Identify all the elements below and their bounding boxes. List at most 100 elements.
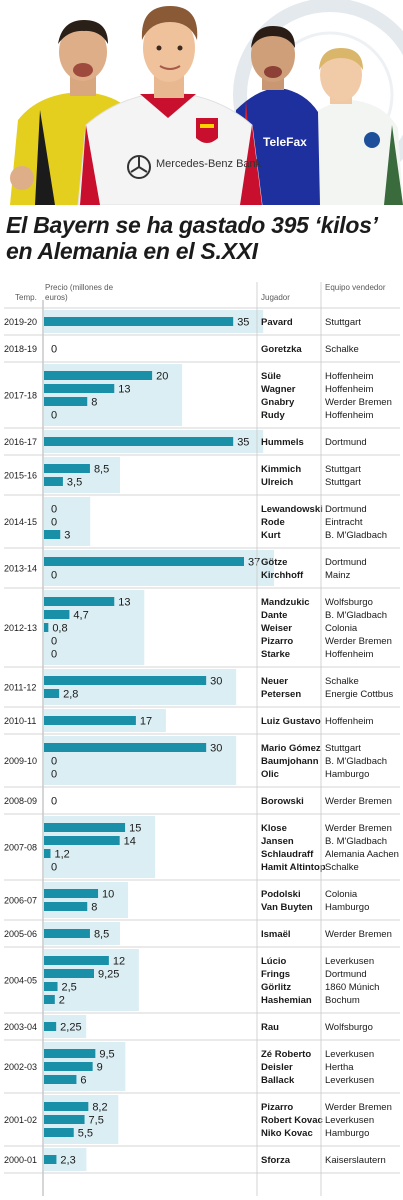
player-name: Rudy — [261, 410, 285, 421]
seller-team: Energie Cottbus — [325, 689, 393, 700]
player-name: Mandzukic — [261, 597, 310, 608]
bar — [44, 823, 126, 832]
bar-value-label: 2,25 — [60, 1022, 81, 1034]
sponsor-text-blue-kit: TeleFax — [263, 135, 307, 149]
seller-team: Dortmund — [325, 557, 367, 568]
season-label: 2005-06 — [4, 929, 37, 939]
bar-value-label: 0 — [51, 504, 57, 516]
seller-team: Werder Bremen — [325, 397, 392, 408]
bar — [44, 1102, 89, 1111]
bar-value-label: 0 — [51, 410, 57, 422]
bar-value-label: 7,5 — [89, 1115, 104, 1127]
bar-value-label: 0 — [51, 570, 57, 582]
bar — [44, 317, 234, 326]
player-name: Kurt — [261, 530, 281, 541]
player-name: Lúcio — [261, 956, 287, 967]
bar — [44, 371, 153, 380]
bar-value-label: 9,5 — [99, 1049, 114, 1061]
bar — [44, 557, 244, 566]
bar-value-label: 0 — [51, 796, 57, 808]
bar — [44, 902, 88, 911]
player-photo-green-kit — [300, 48, 403, 205]
seller-team: Schalke — [325, 862, 359, 873]
player-name: Hashemian — [261, 995, 312, 1006]
mercedes-star-icon — [127, 155, 151, 179]
season-label: 2017-18 — [4, 391, 37, 401]
player-name: Deisler — [261, 1062, 293, 1073]
bar-value-label: 10 — [102, 889, 114, 901]
bar-value-label: 0 — [51, 649, 57, 661]
bar-value-label: 0 — [51, 862, 57, 874]
player-name: Petersen — [261, 689, 301, 700]
bar-value-label: 0 — [51, 636, 57, 648]
seller-team: Stuttgart — [325, 743, 361, 754]
bar-value-label: 12 — [113, 956, 125, 968]
seller-team: Wolfsburgo — [325, 1022, 373, 1033]
bar-value-label: 8,5 — [94, 464, 109, 476]
bar — [44, 716, 136, 725]
player-name: Olic — [261, 769, 279, 780]
bar-value-label: 17 — [140, 716, 152, 728]
season-band — [44, 1015, 87, 1038]
bar-value-label: 3,5 — [67, 477, 82, 489]
bar — [44, 689, 60, 698]
seller-team: Kaiserslautern — [325, 1155, 386, 1166]
season-label: 2014-15 — [4, 517, 37, 527]
player-name: Van Buyten — [261, 902, 313, 913]
seller-team: Werder Bremen — [325, 636, 392, 647]
bar-value-label: 0,8 — [52, 623, 67, 635]
shirt-sponsor-text: Mercedes-Benz Bank — [156, 158, 262, 170]
bar-value-label: 6 — [80, 1075, 86, 1087]
season-label: 2003-04 — [4, 1022, 37, 1032]
bar-value-label: 35 — [237, 317, 249, 329]
player-name: Dante — [261, 610, 287, 621]
seller-team: Bochum — [325, 995, 360, 1006]
player-name: Kirchhoff — [261, 570, 304, 581]
price-column-header: Precio (millones de euros) — [45, 283, 114, 302]
season-label: 2006-07 — [4, 896, 37, 906]
bar-value-label: 5,5 — [78, 1128, 93, 1140]
season-label: 2000-01 — [4, 1155, 37, 1165]
seller-team: B. M'Gladbach — [325, 836, 387, 847]
seller-team: Dortmund — [325, 437, 367, 448]
player-name: Pizarro — [261, 636, 293, 647]
bar-value-label: 3 — [64, 530, 70, 542]
player-name: Robert Kovac — [261, 1115, 323, 1126]
season-label: 2018-19 — [4, 344, 37, 354]
seller-team: Dortmund — [325, 969, 367, 980]
seller-team: Leverkusen — [325, 1049, 374, 1060]
season-label: 2016-17 — [4, 437, 37, 447]
bar — [44, 676, 207, 685]
bar — [44, 530, 61, 539]
player-name: Schlaudraff — [261, 849, 314, 860]
seller-team: Leverkusen — [325, 956, 374, 967]
seller-team: Hertha — [325, 1062, 354, 1073]
player-column-header: Jugador — [261, 293, 290, 302]
bar-value-label: 4,7 — [73, 610, 88, 622]
bar-value-label: 8 — [91, 902, 97, 914]
seller-team: Hoffenheim — [325, 716, 373, 727]
player-name: Luiz Gustavo — [261, 716, 321, 727]
seller-team: B. M'Gladbach — [325, 756, 387, 767]
bar — [44, 477, 63, 486]
player-name: Lewandowski — [261, 504, 323, 515]
seller-team: Hamburgo — [325, 902, 369, 913]
season-band — [44, 882, 129, 918]
seller-team: B. M'Gladbach — [325, 610, 387, 621]
seller-team: Hamburgo — [325, 769, 369, 780]
seller-team: Hoffenheim — [325, 371, 373, 382]
player-name: Neuer — [261, 676, 288, 687]
bar — [44, 464, 90, 473]
bar — [44, 610, 70, 619]
seller-team: Werder Bremen — [325, 823, 392, 834]
seller-team: Dortmund — [325, 504, 367, 515]
seller-team: B. M'Gladbach — [325, 530, 387, 541]
player-name: Niko Kovac — [261, 1128, 313, 1139]
player-name: Ismaël — [261, 929, 291, 940]
bar — [44, 849, 51, 858]
bar — [44, 889, 99, 898]
seller-team: Werder Bremen — [325, 929, 392, 940]
seller-team: Leverkusen — [325, 1115, 374, 1126]
player-name: Hummels — [261, 437, 304, 448]
